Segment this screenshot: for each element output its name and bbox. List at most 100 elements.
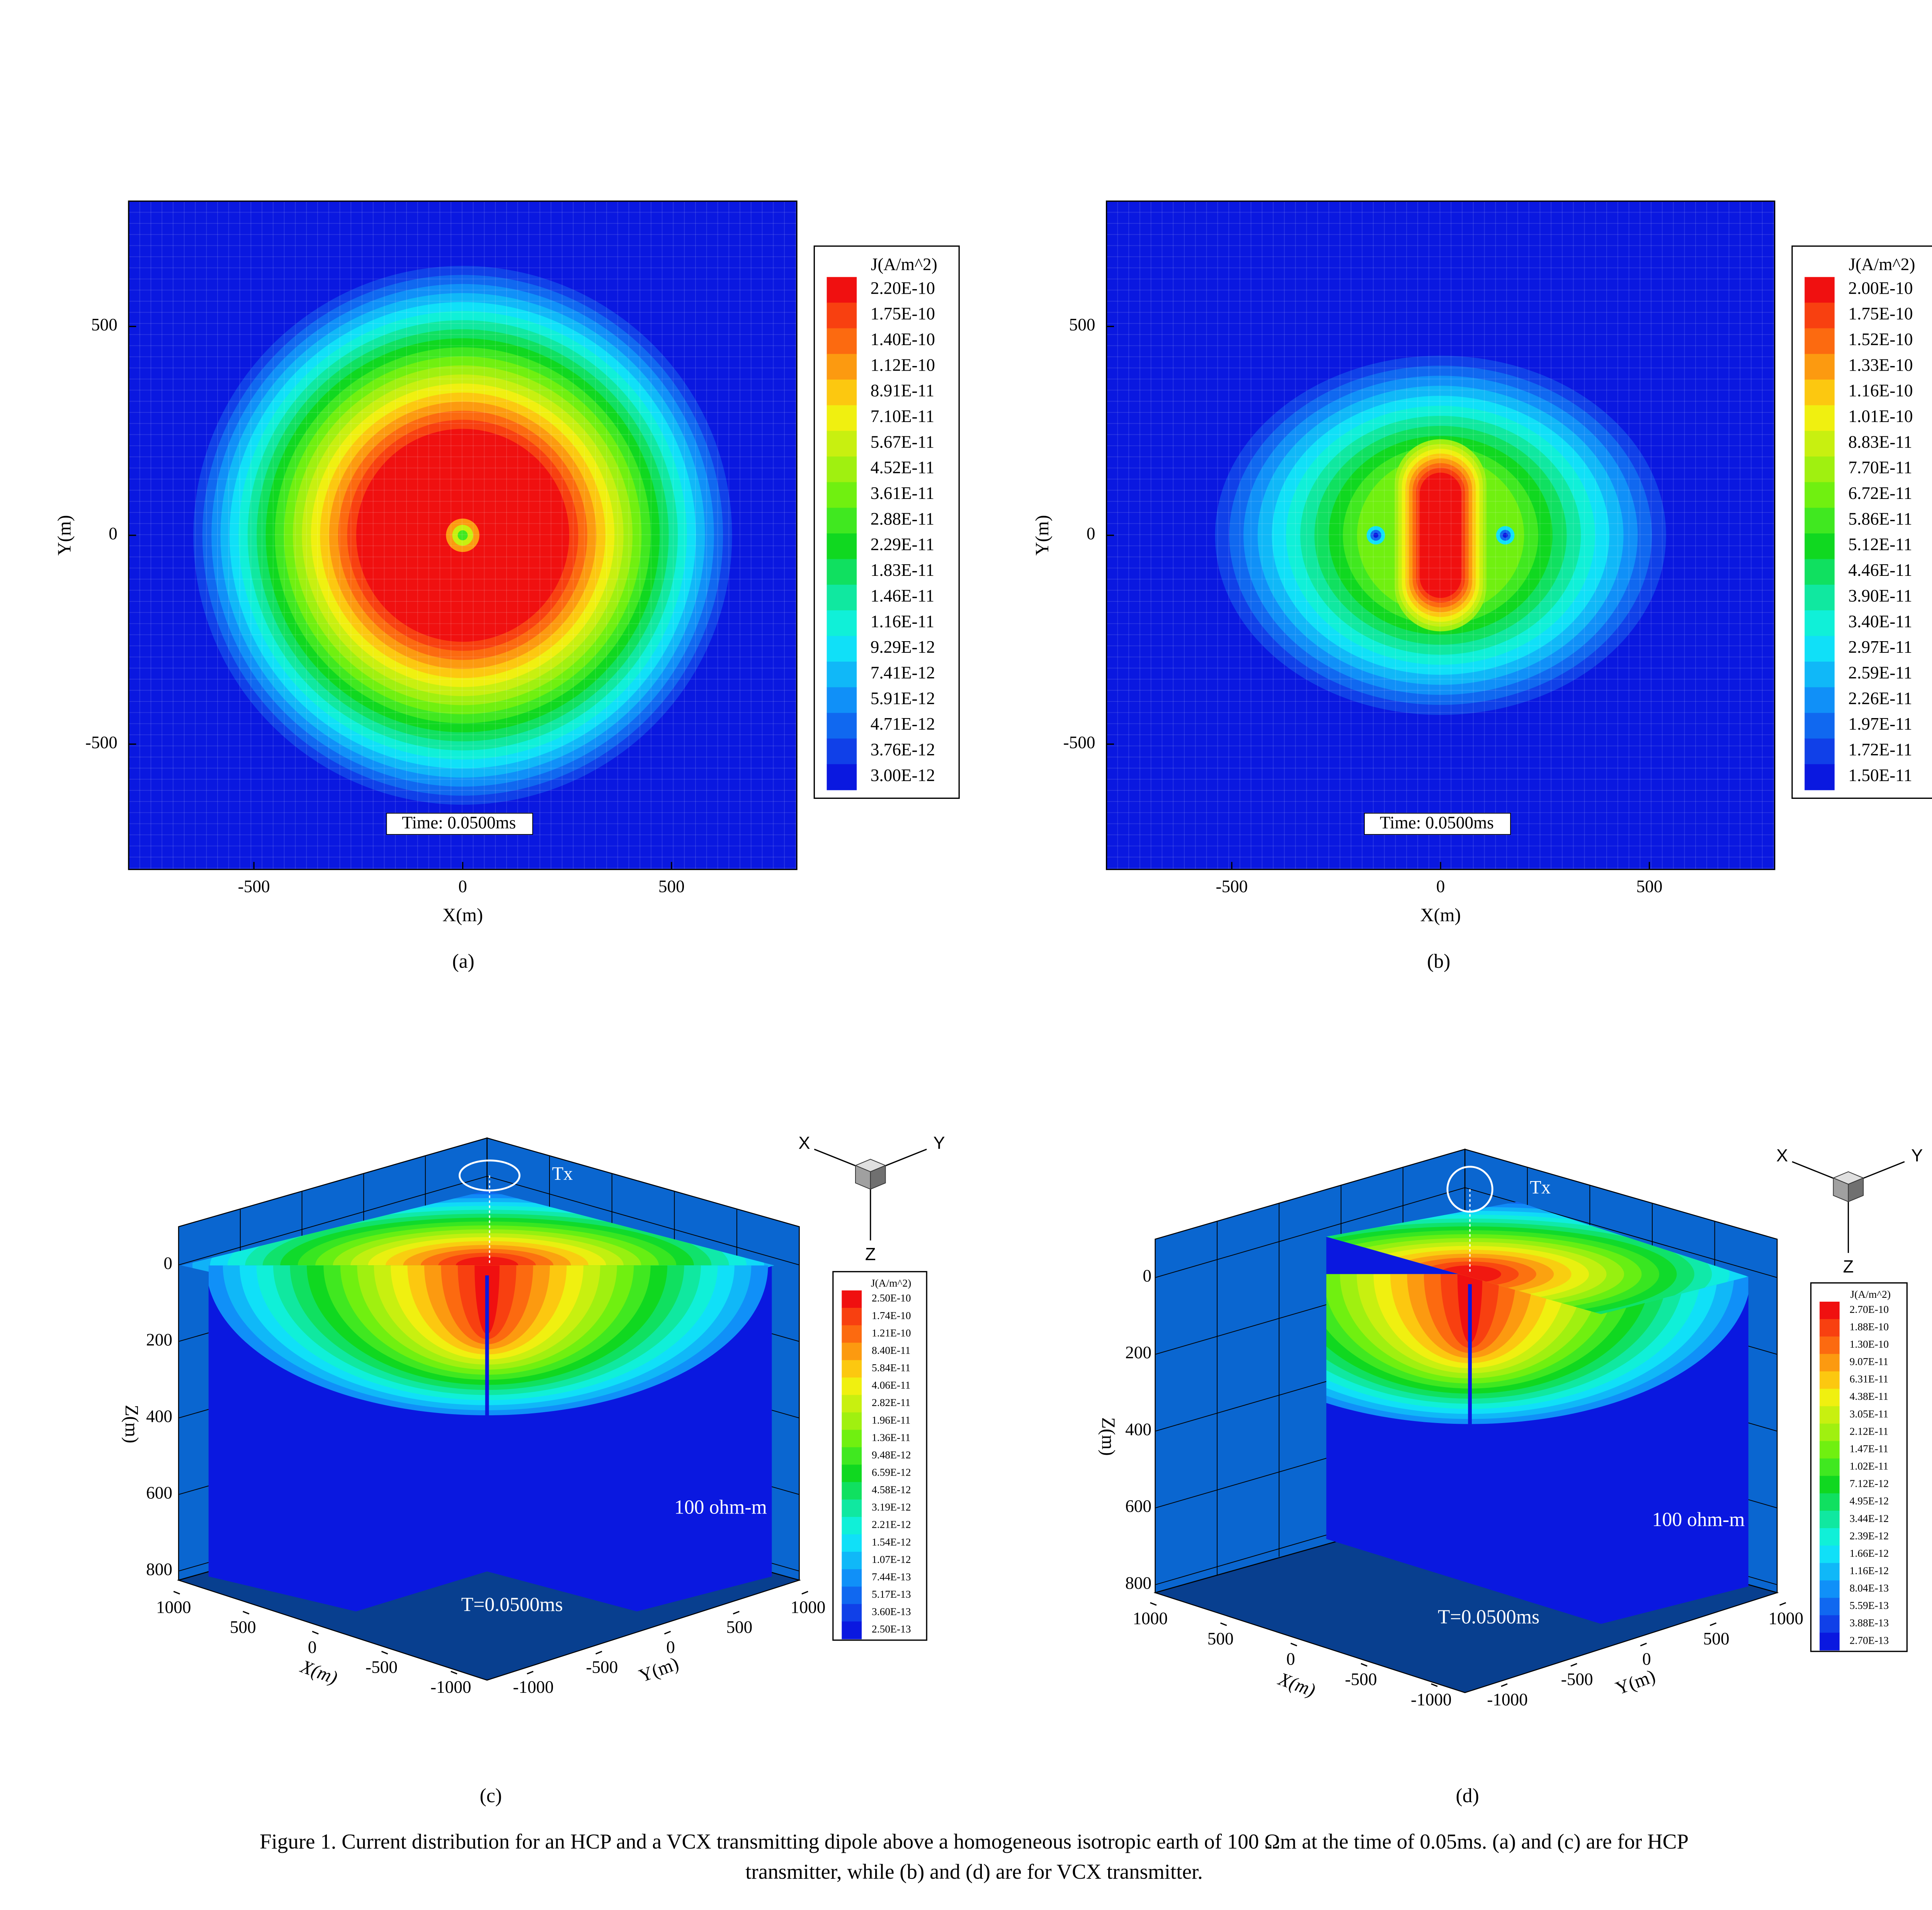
- legend-swatch: [1820, 1598, 1840, 1616]
- z-axis-title: Z(m): [121, 1405, 142, 1444]
- y-axis-title: Y(m): [1613, 1666, 1658, 1699]
- legend-swatch: [1804, 584, 1835, 611]
- legend-swatch: [1820, 1336, 1840, 1355]
- plot-area: [128, 201, 797, 870]
- y-tick-label: -1000: [513, 1677, 554, 1697]
- legend-swatch: [827, 533, 857, 560]
- legend-title: J(A/m^2): [871, 1277, 911, 1289]
- legend-label: 1.97E-11: [1848, 714, 1912, 734]
- legend-label: 8.83E-11: [1848, 432, 1912, 451]
- legend-label: 2.70E-10: [1850, 1304, 1889, 1315]
- legend-swatch: [1820, 1301, 1840, 1320]
- x-tick: [173, 1591, 180, 1595]
- legend-label: 5.59E-13: [1850, 1600, 1889, 1611]
- x-tick: [1431, 1683, 1438, 1687]
- y-tick-label: 500: [1069, 315, 1095, 334]
- orient-label: Z: [1843, 1257, 1854, 1277]
- z-tick-label: 600: [146, 1483, 172, 1502]
- legend-label: 9.48E-12: [872, 1449, 911, 1461]
- x-tick: [243, 1610, 250, 1615]
- legend-label: 3.88E-13: [1850, 1617, 1889, 1629]
- legend-label: 1.52E-10: [1848, 330, 1913, 349]
- z-tick-label: 600: [1125, 1496, 1151, 1516]
- legend-label: 2.97E-11: [1848, 637, 1912, 657]
- legend-label: 5.86E-11: [1848, 509, 1912, 528]
- y-tick-label: -500: [85, 733, 117, 752]
- y-tick-label: -500: [1063, 733, 1095, 752]
- legend-label: 1.96E-11: [872, 1414, 910, 1426]
- legend-label: 3.05E-11: [1850, 1408, 1888, 1420]
- y-tick-label: 500: [1703, 1629, 1730, 1648]
- legend-label: 3.60E-13: [872, 1606, 911, 1617]
- legend-swatch: [1820, 1546, 1840, 1564]
- tx-label: Tx: [552, 1164, 573, 1184]
- legend-label: 1.74E-10: [872, 1310, 911, 1321]
- z-tick-label: 200: [1125, 1343, 1151, 1362]
- legend-swatch: [842, 1307, 862, 1326]
- panel-label: (c): [480, 1785, 502, 1807]
- y-tick: [733, 1610, 740, 1615]
- legend-label: 2.82E-11: [872, 1397, 910, 1408]
- y-tick: [664, 1631, 671, 1635]
- y-tick-label: 0: [1087, 524, 1095, 543]
- plot-area: [1106, 201, 1775, 870]
- legend-swatch: [1804, 431, 1835, 457]
- legend-label: 1.72E-11: [1848, 740, 1912, 759]
- legend-swatch: [1804, 559, 1835, 585]
- legend-swatch: [827, 354, 857, 380]
- legend-swatch: [1804, 277, 1835, 303]
- contour-band: [1440, 1274, 1499, 1348]
- legend-label: 7.44E-13: [872, 1571, 911, 1583]
- x-tick-label: 0: [1286, 1649, 1295, 1668]
- x-tick: [451, 1671, 457, 1675]
- legend-swatch: [827, 482, 857, 508]
- legend-swatch: [842, 1499, 862, 1517]
- legend-label: 5.91E-12: [871, 689, 935, 708]
- legend-label: 1.75E-10: [1848, 304, 1913, 323]
- legend-label: 1.12E-10: [871, 355, 935, 375]
- time-annotation: T=0.0500ms: [461, 1593, 563, 1615]
- legend-label: 7.10E-11: [871, 407, 934, 426]
- legend-swatch: [1820, 1371, 1840, 1389]
- figure-caption: transmitter, while (b) and (d) are for V…: [745, 1860, 1203, 1883]
- legend-swatch: [1804, 482, 1835, 508]
- legend-label: 6.59E-12: [872, 1467, 911, 1478]
- legend-label: 2.50E-10: [872, 1292, 911, 1304]
- contour-band: [1503, 533, 1508, 538]
- x-axis-title: X(m): [1420, 905, 1461, 926]
- y-tick: [1570, 1663, 1577, 1667]
- x-axis-title: X(m): [442, 905, 483, 926]
- legend-swatch: [842, 1621, 862, 1639]
- legend-label: 6.31E-11: [1850, 1373, 1888, 1385]
- legend-swatch: [1820, 1493, 1840, 1511]
- orient-cube: [870, 1165, 886, 1190]
- legend-label: 3.19E-12: [872, 1501, 911, 1513]
- legend-label: 2.39E-12: [1850, 1530, 1889, 1542]
- legend-swatch: [1804, 507, 1835, 534]
- medium-label: 100 ohm-m: [674, 1496, 767, 1518]
- legend-label: 1.47E-11: [1850, 1443, 1888, 1454]
- legend-swatch: [827, 713, 857, 739]
- legend-swatch: [842, 1377, 862, 1396]
- z-tick-label: 800: [146, 1559, 172, 1579]
- legend-title: J(A/m^2): [1850, 1289, 1891, 1300]
- legend-label: 5.12E-11: [1848, 535, 1912, 554]
- x-tick-label: 0: [458, 877, 467, 896]
- legend-label: 4.52E-11: [871, 458, 934, 477]
- legend-swatch: [842, 1552, 862, 1570]
- legend-label: 3.76E-12: [871, 740, 935, 759]
- y-axis-title: Y(m): [54, 515, 75, 556]
- legend-label: 1.66E-12: [1850, 1547, 1889, 1559]
- legend-swatch: [1820, 1633, 1840, 1651]
- legend-swatch: [842, 1290, 862, 1308]
- medium-label: 100 ohm-m: [1652, 1509, 1745, 1531]
- orient-label: Y: [933, 1133, 945, 1153]
- legend-label: 3.44E-12: [1850, 1513, 1889, 1524]
- x-tick-label: 1000: [1133, 1609, 1167, 1628]
- legend-label: 5.17E-13: [872, 1588, 911, 1600]
- legend-swatch: [842, 1412, 862, 1430]
- legend-swatch: [827, 636, 857, 662]
- z-grid-line: [487, 1176, 799, 1265]
- tx-label: Tx: [1530, 1177, 1551, 1198]
- y-axis-title: Y(m): [1032, 515, 1053, 556]
